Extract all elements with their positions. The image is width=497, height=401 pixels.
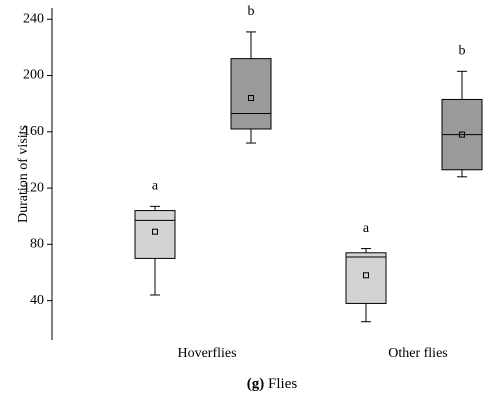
- y-axis-title: Duration of visits: [16, 125, 31, 223]
- caption-label: (g): [247, 376, 265, 392]
- mean: [248, 95, 254, 102]
- group-letter: b: [459, 44, 466, 59]
- y-tick-label: 240: [23, 11, 44, 26]
- group-letter: a: [363, 221, 370, 236]
- group-letter: a: [152, 179, 159, 194]
- mean: [363, 272, 369, 279]
- y-tick-label: 120: [23, 180, 44, 195]
- x-tick-label: Hoverflies: [177, 346, 236, 361]
- caption: (g) Flies: [247, 376, 298, 392]
- y-tick-label: 80: [30, 237, 44, 252]
- mean: [152, 228, 158, 235]
- y-tick-label: 200: [23, 68, 44, 83]
- box: [230, 58, 272, 130]
- group-letter: b: [248, 4, 255, 19]
- caption-text: Flies: [268, 376, 297, 392]
- x-tick-label: Other flies: [388, 346, 447, 361]
- y-tick-label: 160: [23, 124, 44, 139]
- y-tick-label: 40: [30, 293, 44, 308]
- mean: [459, 131, 465, 138]
